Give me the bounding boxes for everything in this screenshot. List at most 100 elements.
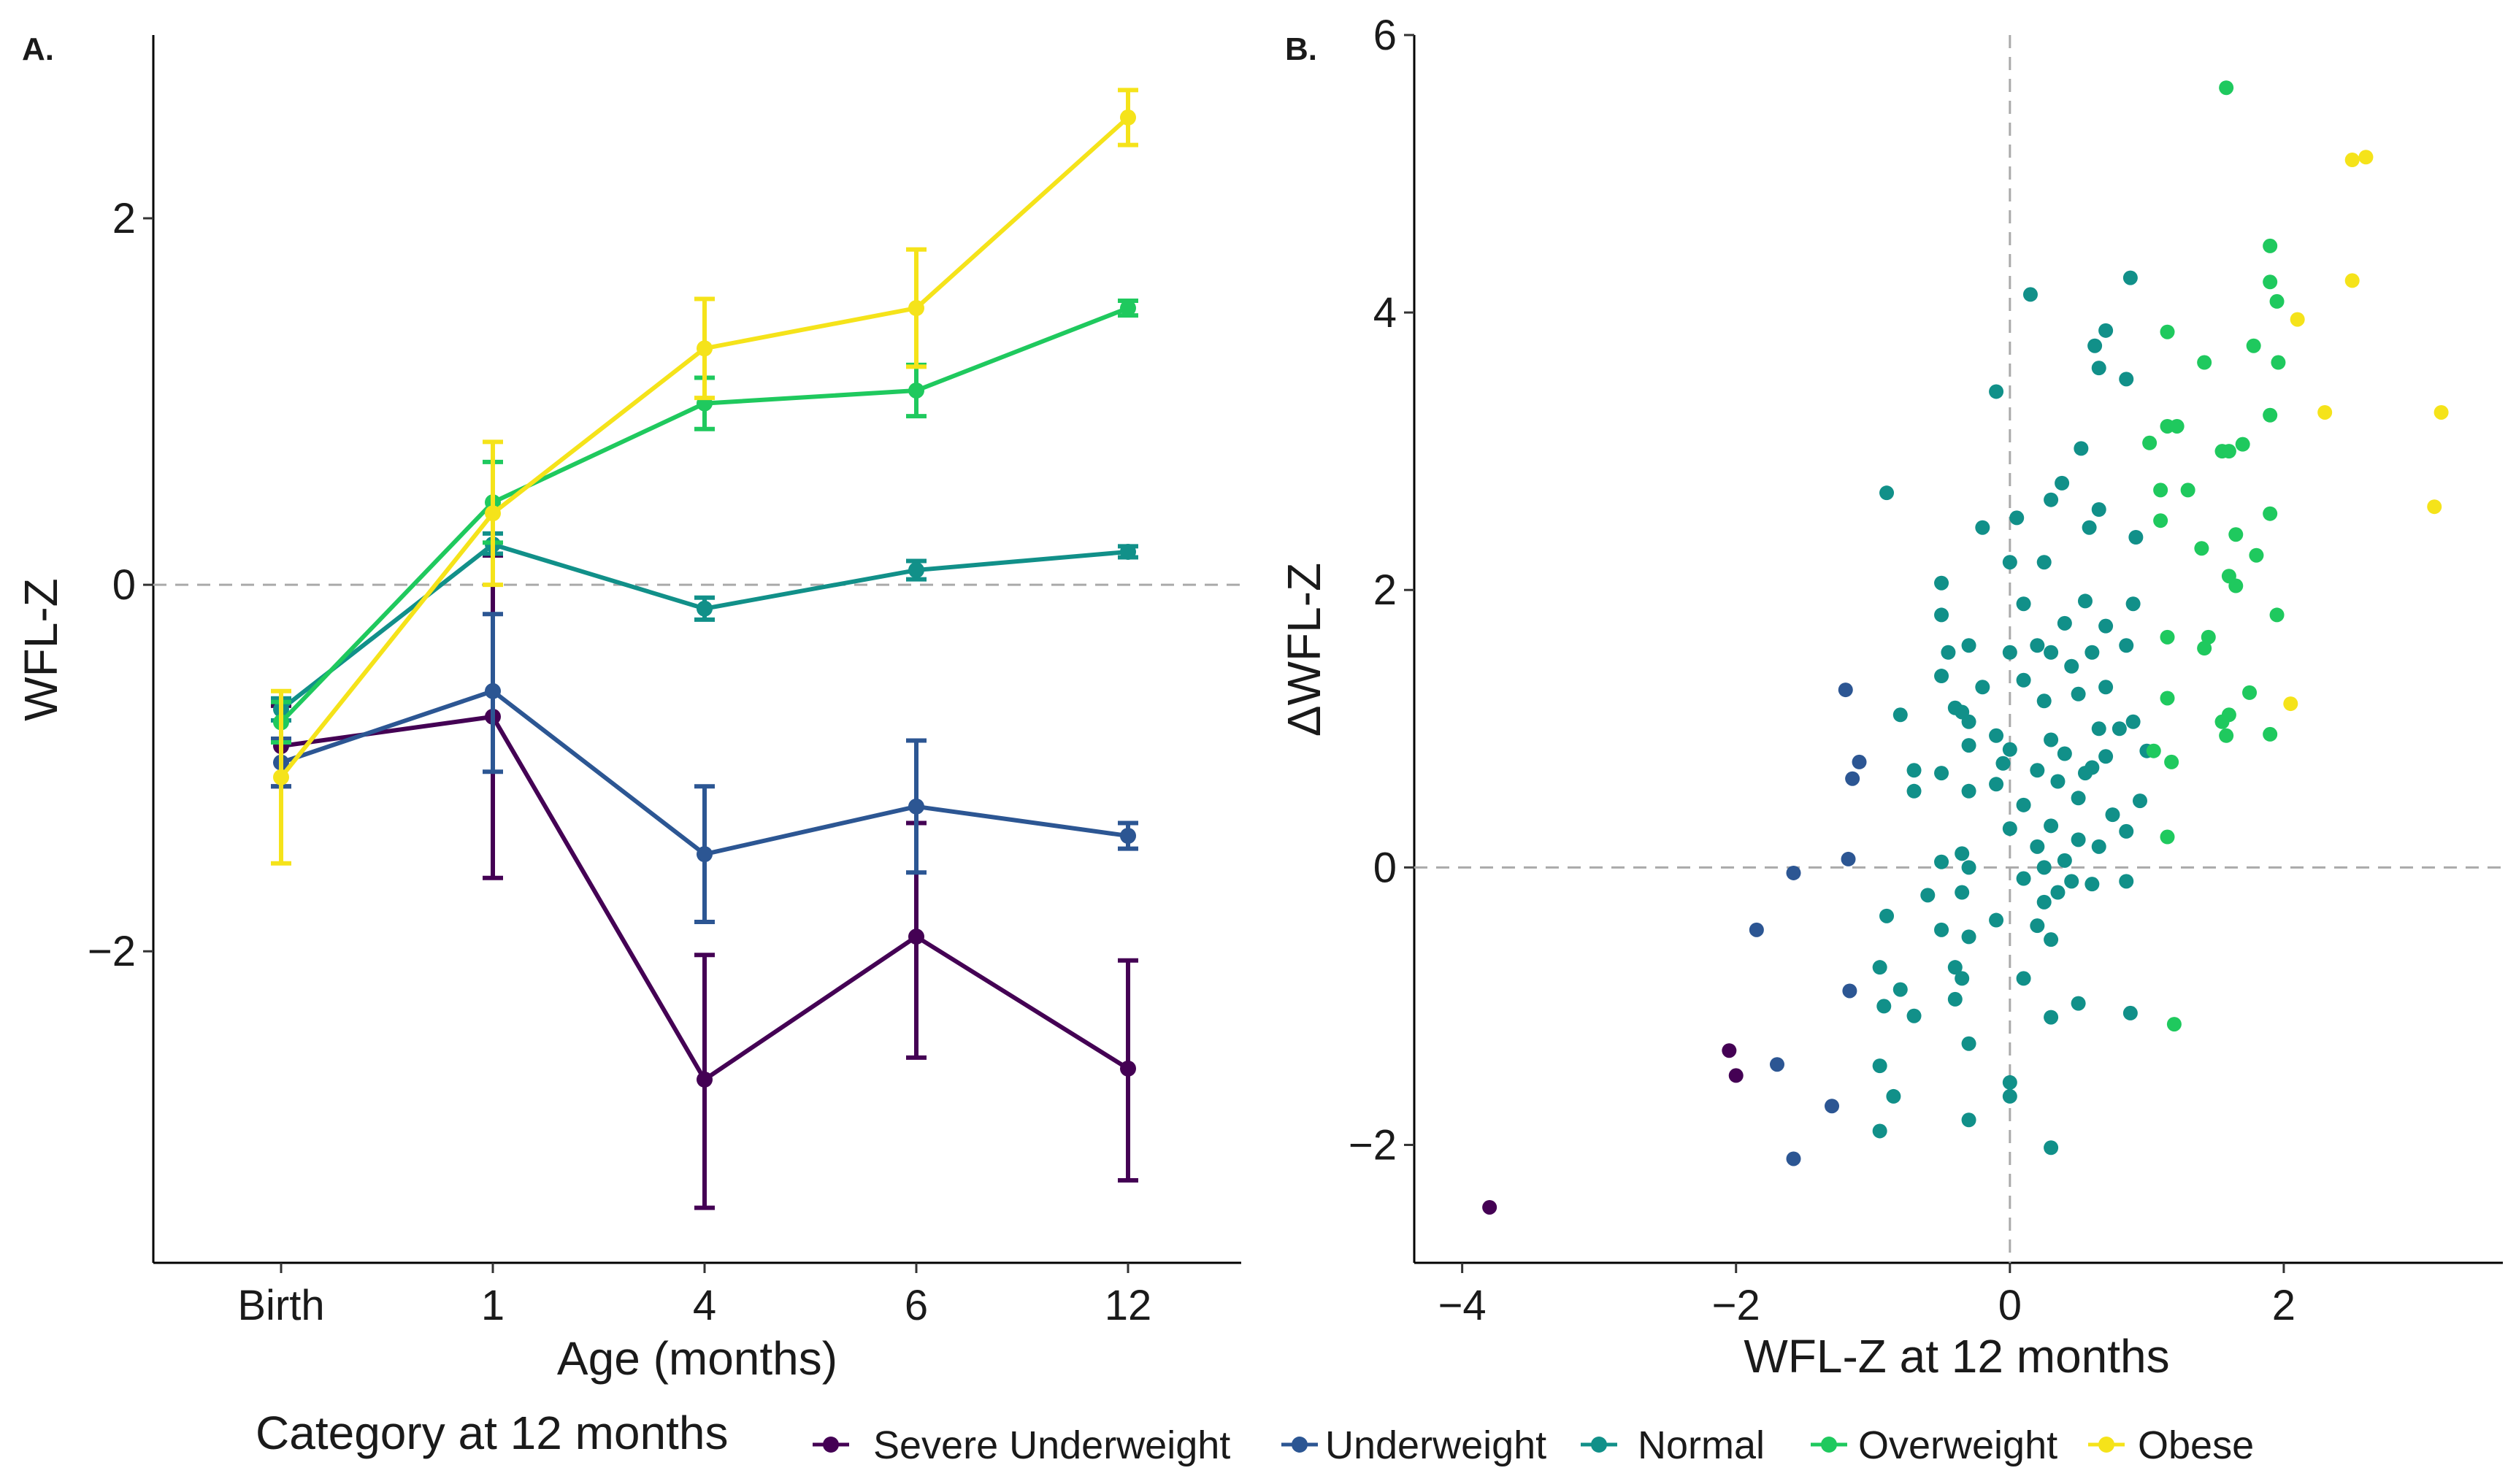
y-tick-label: 4	[1373, 289, 1397, 337]
scatter-point	[1872, 1123, 1887, 1139]
legend-label: Overweight	[1858, 1423, 2057, 1467]
scatter-point	[2044, 492, 2059, 507]
scatter-point	[2044, 645, 2059, 660]
scatter-point	[2055, 475, 2070, 491]
data-point	[485, 505, 501, 522]
panel-a-label: A.	[22, 31, 54, 67]
scatter-point	[1934, 766, 1949, 781]
scatter-point	[2071, 686, 2086, 701]
legend-label: Obese	[2138, 1423, 2254, 1467]
scatter-point	[2077, 766, 2093, 781]
legend-item-normal: Normal	[1581, 1423, 1765, 1467]
legend-key-dot	[1821, 1437, 1837, 1453]
scatter-point	[1934, 922, 1949, 937]
scatter-point	[1941, 645, 1956, 660]
y-tick-label: −2	[1349, 1121, 1397, 1169]
x-tick-label: Birth	[237, 1282, 324, 1329]
scatter-point	[1961, 783, 1976, 799]
y-tick-label: −2	[88, 928, 136, 975]
scatter-point	[1872, 1058, 1887, 1074]
scatter-point	[1961, 1112, 1976, 1128]
series-underweight	[271, 612, 1138, 925]
scatter-point	[1961, 738, 1976, 753]
scatter-point	[2235, 437, 2250, 452]
scatter-point	[2269, 607, 2285, 623]
scatter-point	[2160, 324, 2175, 339]
x-tick-label: 2	[2272, 1282, 2296, 1329]
scatter-point	[1841, 851, 1856, 866]
scatter-point	[2263, 407, 2278, 423]
scatter-point	[1892, 707, 1908, 723]
scatter-point	[2036, 860, 2052, 875]
scatter-point	[2125, 714, 2141, 729]
panel-b-label: B.	[1285, 31, 1317, 67]
legend-item-under: Underweight	[1281, 1423, 1546, 1467]
scatter-point	[1886, 1088, 1901, 1104]
scatter-point	[2036, 555, 2052, 570]
scatter-point	[2016, 797, 2031, 812]
legend: Category at 12 months Severe Underweight…	[256, 1407, 2254, 1467]
data-point	[697, 600, 713, 617]
series-line	[279, 115, 1130, 779]
scatter-point	[2169, 418, 2185, 434]
scatter-point	[2087, 338, 2103, 353]
scatter-point	[2082, 520, 2097, 535]
scatter-point	[2122, 270, 2138, 285]
scatter-point	[2057, 853, 2072, 868]
scatter-point	[1947, 960, 1963, 975]
y-tick-label: 6	[1373, 12, 1397, 59]
scatter-point	[1879, 485, 1895, 501]
scatter-point	[1920, 888, 1936, 903]
scatter-point	[1961, 860, 1976, 875]
legend-label: Severe Underweight	[873, 1423, 1230, 1467]
scatter-point	[2119, 823, 2134, 839]
scatter-point	[1934, 669, 1949, 684]
legend-title: Category at 12 months	[256, 1407, 728, 1459]
scatter-point	[1906, 1008, 1922, 1023]
scatter-point	[2283, 696, 2298, 712]
panel-a-x-title: Age (months)	[557, 1332, 837, 1385]
scatter-point	[1975, 520, 1990, 535]
scatter-point	[2071, 996, 2086, 1011]
scatter-point	[2091, 361, 2106, 376]
panel-b-y-ticks: −2 0 2 4 6	[1349, 12, 1414, 1169]
scatter-point	[2098, 680, 2114, 695]
legend-label: Normal	[1638, 1423, 1765, 1467]
data-point	[908, 300, 924, 317]
panel-a-y-ticks: −2 0 2	[88, 195, 153, 975]
scatter-point	[2098, 618, 2114, 634]
scatter-point	[1838, 683, 1853, 698]
scatter-point	[1961, 929, 1976, 945]
scatter-point	[2044, 1140, 2059, 1156]
scatter-point	[1786, 1151, 1801, 1166]
scatter-point	[2002, 742, 2017, 757]
panel-a-series	[271, 88, 1138, 1210]
scatter-point	[2153, 483, 2168, 498]
scatter-point	[2153, 513, 2168, 528]
scatter-point	[1879, 908, 1895, 923]
scatter-point	[2290, 312, 2305, 327]
scatter-point	[2050, 774, 2066, 789]
scatter-point	[2214, 714, 2230, 729]
scatter-point	[2016, 672, 2031, 688]
scatter-point	[2358, 150, 2374, 165]
scatter-point	[2263, 726, 2278, 742]
scatter-point	[1722, 1043, 1737, 1058]
x-tick-label: 0	[1998, 1282, 2022, 1329]
scatter-point	[1995, 756, 2011, 771]
scatter-point	[1770, 1057, 1784, 1072]
x-tick-label: 6	[905, 1282, 928, 1329]
scatter-point	[1749, 922, 1764, 937]
scatter-point	[2427, 499, 2442, 515]
scatter-point	[2119, 372, 2134, 387]
series-normal	[1872, 270, 2155, 1156]
x-tick-label: 4	[693, 1282, 716, 1329]
legend-item-severe: Severe Underweight	[813, 1423, 1230, 1467]
scatter-point	[2002, 555, 2017, 570]
data-point	[697, 1071, 713, 1088]
scatter-point	[1961, 714, 1976, 729]
series-underweight	[1749, 683, 1867, 1166]
data-point	[1120, 109, 1136, 126]
data-point	[908, 382, 924, 399]
series-obese	[271, 88, 1138, 866]
